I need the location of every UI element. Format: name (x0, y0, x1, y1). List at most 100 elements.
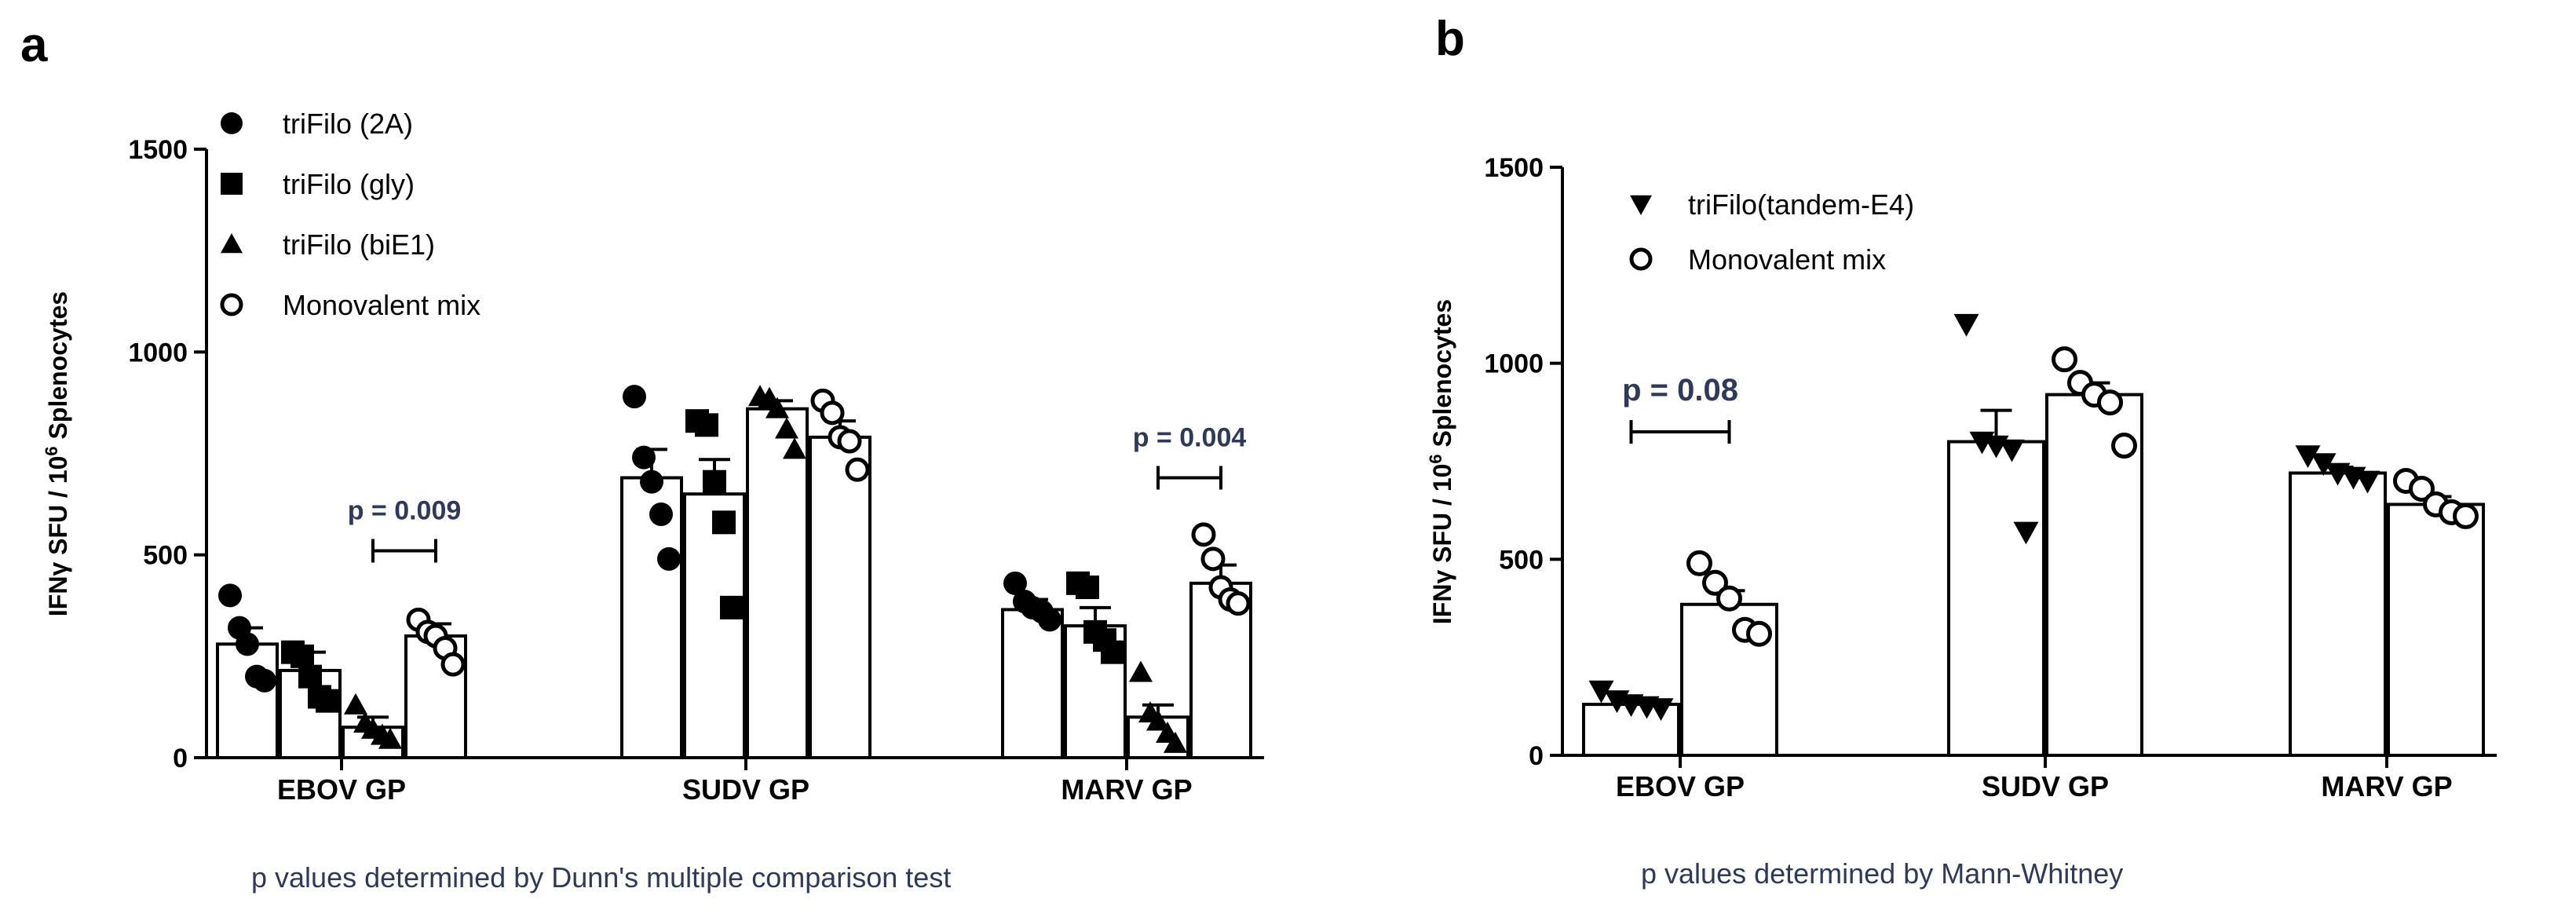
bar (746, 407, 809, 760)
data-point (1686, 550, 1712, 576)
data-point (1003, 571, 1027, 595)
data-point (765, 397, 789, 418)
data-point (775, 417, 798, 439)
x-category-label: MARV GP (1061, 773, 1192, 806)
legend-marker (220, 293, 243, 316)
legend-marker (221, 173, 243, 195)
data-point (253, 668, 276, 693)
bar (683, 492, 746, 760)
x-category-label: SUDV GP (682, 773, 809, 806)
data-point (290, 644, 314, 668)
data-point (1588, 680, 1614, 704)
legend-label: Monovalent mix (1688, 243, 1886, 276)
legend-marker (221, 233, 243, 254)
y-axis-label-text: Splenocytes (44, 291, 72, 446)
data-point (2111, 433, 2137, 459)
bar (2289, 471, 2387, 757)
data-point (1146, 709, 1170, 731)
data-point (649, 503, 673, 526)
data-point (640, 470, 663, 494)
y-axis-label-superscript: 6 (42, 446, 61, 455)
data-point (2453, 503, 2479, 529)
data-point (695, 413, 718, 437)
x-category-label: MARV GP (2321, 770, 2452, 802)
data-point (378, 727, 402, 749)
panel-label-a: a (20, 18, 48, 72)
data-point (1226, 591, 1251, 616)
x-category-label: EBOV GP (277, 773, 406, 806)
bar (620, 476, 683, 759)
y-tick-label: 0 (173, 744, 188, 773)
y-tick-label: 1500 (1484, 153, 1544, 183)
x-category-label: SUDV GP (1982, 770, 2109, 802)
data-point (623, 385, 646, 409)
data-point (2295, 445, 2321, 469)
data-point (1200, 546, 1226, 572)
legend-label: triFilo(tandem-E4) (1688, 188, 1914, 221)
data-point (316, 689, 339, 713)
panel-label-b: b (1435, 12, 1465, 66)
legend-label: triFilo (2A) (283, 108, 413, 140)
data-point (1129, 660, 1153, 682)
data-point (1648, 698, 1674, 722)
data-point (657, 546, 681, 571)
data-point (1953, 313, 1979, 337)
data-point (1999, 439, 2025, 462)
data-point (298, 664, 322, 689)
data-point (2052, 346, 2077, 373)
footnote: p values determined by Dunn's multiple c… (251, 861, 951, 894)
data-point (1702, 569, 1728, 596)
y-axis-label: IFNγ SFU / 106 Splenocytes (1426, 299, 1456, 624)
data-point (720, 595, 744, 619)
y-tick-label: 1000 (128, 338, 188, 367)
legend-label: triFilo (biE1) (283, 228, 435, 261)
y-axis-label-text: Splenocytes (1428, 299, 1456, 454)
bar (809, 435, 871, 759)
data-point (1746, 620, 1772, 647)
data-point (2013, 521, 2039, 545)
y-tick-label: 1000 (1484, 349, 1544, 379)
data-point (837, 429, 862, 454)
data-point (344, 693, 367, 715)
data-point (632, 445, 656, 470)
data-point (2097, 389, 2123, 416)
legend-marker (221, 112, 243, 134)
y-tick-label: 500 (1499, 545, 1544, 575)
y-tick-label: 500 (143, 541, 188, 571)
footnote: p values determined by Mann-Whitney (1641, 857, 2123, 890)
bar (2387, 503, 2485, 758)
chart-b: 0 500 1000 1500 IFNγ SFU / 106 Splenocytes EB… (1426, 153, 2497, 890)
data-point (1076, 576, 1099, 599)
bar (1001, 608, 1064, 760)
y-axis-label-superscript: 6 (1426, 454, 1445, 463)
data-point (1101, 640, 1124, 664)
y-axis-label: IFNγ SFU / 106 Splenocytes (42, 291, 72, 616)
y-axis-label-text: IFNγ SFU / 10 (1428, 464, 1456, 625)
data-point (2355, 470, 2381, 494)
data-point (712, 510, 736, 535)
legend-marker (1630, 195, 1652, 215)
data-point (2311, 453, 2337, 476)
chart-a: 0 500 1000 1500 IFNγ SFU / 106 Splenocytes EB… (42, 108, 1264, 894)
legend-label: triFilo (gly) (283, 168, 415, 200)
p-value-annotation: p = 0.08 (1622, 373, 1738, 408)
data-point (2409, 475, 2435, 502)
data-point (783, 437, 806, 459)
x-category-label: EBOV GP (1616, 770, 1745, 802)
p-value-annotation: p = 0.004 (1133, 423, 1247, 453)
p-value-annotation: p = 0.009 (348, 496, 462, 526)
bar (216, 642, 279, 759)
data-point (440, 652, 466, 677)
y-tick-label: 1500 (128, 135, 188, 165)
data-point (703, 470, 726, 494)
data-point (1038, 608, 1061, 632)
legend-label: Monovalent mix (283, 289, 480, 321)
data-point (1716, 585, 1742, 612)
bar (1947, 440, 2045, 757)
data-point (1164, 731, 1187, 753)
y-tick-label: 0 (1529, 741, 1544, 771)
data-point (845, 457, 870, 482)
y-axis-label-text: IFNγ SFU / 10 (44, 456, 72, 617)
data-point (218, 583, 242, 608)
